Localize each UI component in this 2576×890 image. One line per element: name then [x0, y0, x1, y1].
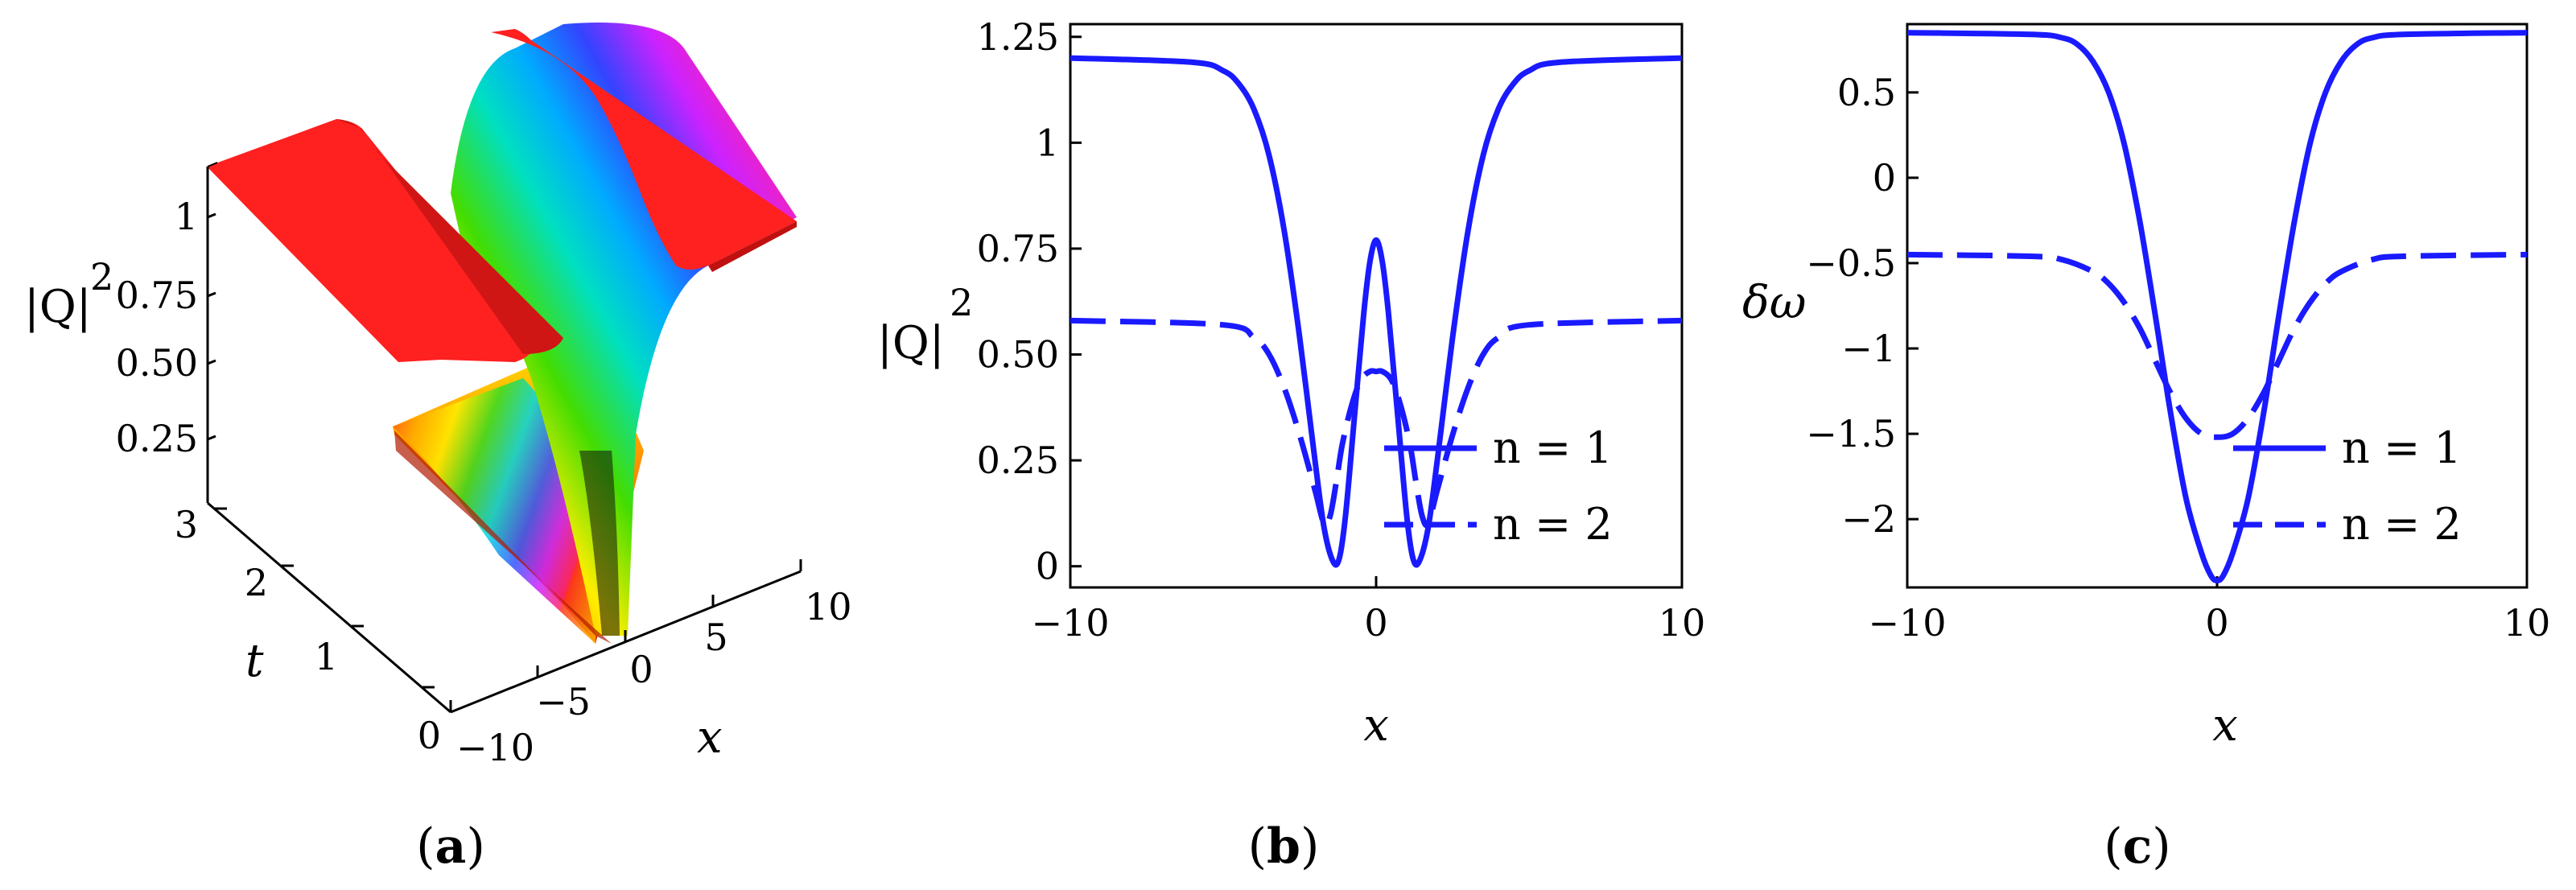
y-tick-label: 0 — [1036, 545, 1059, 588]
y-tick-label: −1 — [1841, 327, 1896, 370]
x-tick-label-3d: 5 — [704, 616, 727, 659]
x-axis-label: x — [1363, 699, 1389, 752]
t-tick-label: 1 — [315, 635, 338, 678]
caption-b: (b) — [1248, 818, 1320, 875]
legend: n = 1 n = 2 — [2233, 422, 2462, 550]
series-group — [1906, 30, 2528, 583]
z-tick-label: 0.50 — [116, 341, 198, 385]
t-tick-label: 0 — [418, 714, 441, 757]
z-axis-label-exponent: 2 — [90, 255, 113, 299]
y-tick-label: 1.25 — [977, 15, 1059, 59]
x-tick-label-3d: 10 — [805, 585, 852, 628]
surface-plateau-right-edge — [708, 221, 797, 272]
y-tick-label: −0.5 — [1806, 241, 1896, 285]
t-ticks — [215, 507, 435, 689]
surface-plateau-right — [491, 29, 797, 270]
panel-b-line-chart: −10 0 10 0 0.25 0.50 0.75 1 1.25 n = 1 n = 2 x |Q… — [877, 15, 1705, 752]
y-tick-label: −2 — [1841, 497, 1896, 541]
tick-group: −10 0 10 0 0.25 0.50 0.75 1 1.25 — [977, 15, 1706, 645]
legend: n = 1 n = 2 — [1384, 422, 1613, 550]
x-axis-label-3d: x — [697, 711, 723, 764]
y-axis-label: δω — [1742, 277, 1806, 329]
x-tick-label: 10 — [1659, 601, 1706, 645]
caption-c: (c) — [2104, 818, 2170, 875]
panel-c-line-chart: −10 0 10 0.5 0 −0.5 −1 −1.5 −2 n = 1 n = 2 x δω — [1742, 23, 2550, 752]
x-tick-label: 10 — [2504, 601, 2551, 645]
y-tick-label: 0.50 — [977, 333, 1059, 377]
x-ticks-3d — [449, 559, 802, 712]
x-tick-label: 0 — [2205, 601, 2228, 645]
z-ticks — [207, 212, 216, 441]
y-tick-label: 0.25 — [977, 439, 1059, 482]
t-axis — [207, 501, 451, 714]
y-tick-label: 0.5 — [1837, 71, 1896, 114]
z-tick-label: 0.75 — [116, 274, 198, 317]
z-tick-label: 0.25 — [116, 417, 198, 460]
legend-label: n = 2 — [2342, 499, 2462, 550]
z-axis-label: |Q| — [24, 281, 92, 333]
t-tick-label: 2 — [245, 561, 268, 604]
x-axis-label: x — [2212, 699, 2238, 752]
legend-label: n = 2 — [1493, 499, 1613, 550]
x-tick-label-3d: 0 — [629, 648, 653, 691]
series-line-n2-dashed — [1070, 317, 1683, 529]
t-axis-label: t — [245, 635, 264, 687]
y-axis-label-exponent: 2 — [950, 281, 973, 324]
y-tick-label: 0 — [1873, 156, 1896, 200]
legend-label: n = 1 — [2342, 422, 2462, 473]
x-tick-label: 0 — [1364, 601, 1387, 645]
series-group — [1070, 55, 1683, 568]
panel-a-surface-plot: 1 0.75 0.50 0.25 |Q| 2 3 2 1 0 t −10 −5 … — [24, 23, 852, 769]
x-tick-label-3d: −5 — [536, 680, 591, 723]
surface-dip-grooves — [579, 451, 620, 636]
surface-plateau-left-shadow — [336, 119, 563, 354]
caption-a: (a) — [416, 818, 485, 875]
x-tick-label: −10 — [1868, 601, 1946, 645]
y-tick-label: −1.5 — [1806, 412, 1896, 455]
surface-plateau-left — [207, 119, 534, 362]
surface-left-wall-inner — [393, 378, 600, 644]
series-line-n1-solid — [1906, 30, 2528, 583]
x-tick-label-3d: −10 — [456, 726, 534, 769]
y-tick-label: 0.75 — [977, 227, 1059, 270]
z-tick-label: 1 — [175, 195, 198, 238]
series-line-n1-solid — [1070, 55, 1683, 568]
t-tick-label: 3 — [175, 503, 198, 546]
x-tick-label: −10 — [1031, 601, 1109, 645]
tick-group: −10 0 10 0.5 0 −0.5 −1 −1.5 −2 — [1806, 71, 2550, 645]
y-axis-label: |Q| — [877, 317, 945, 369]
y-tick-label: 1 — [1036, 121, 1059, 164]
series-line-n2-dashed — [1906, 251, 2528, 440]
legend-label: n = 1 — [1493, 422, 1613, 473]
